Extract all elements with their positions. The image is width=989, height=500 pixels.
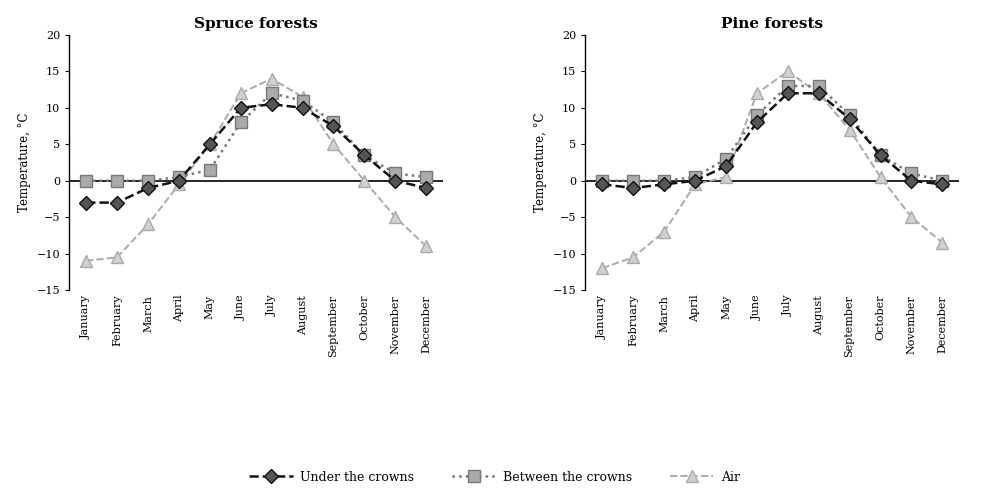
Y-axis label: Temperature, °C: Temperature, °C xyxy=(18,113,31,212)
Title: Spruce forests: Spruce forests xyxy=(195,17,318,31)
Legend: Under the crowns, Between the crowns, Air: Under the crowns, Between the crowns, Ai… xyxy=(244,466,745,489)
Y-axis label: Temperature, °C: Temperature, °C xyxy=(534,113,547,212)
Title: Pine forests: Pine forests xyxy=(721,17,824,31)
